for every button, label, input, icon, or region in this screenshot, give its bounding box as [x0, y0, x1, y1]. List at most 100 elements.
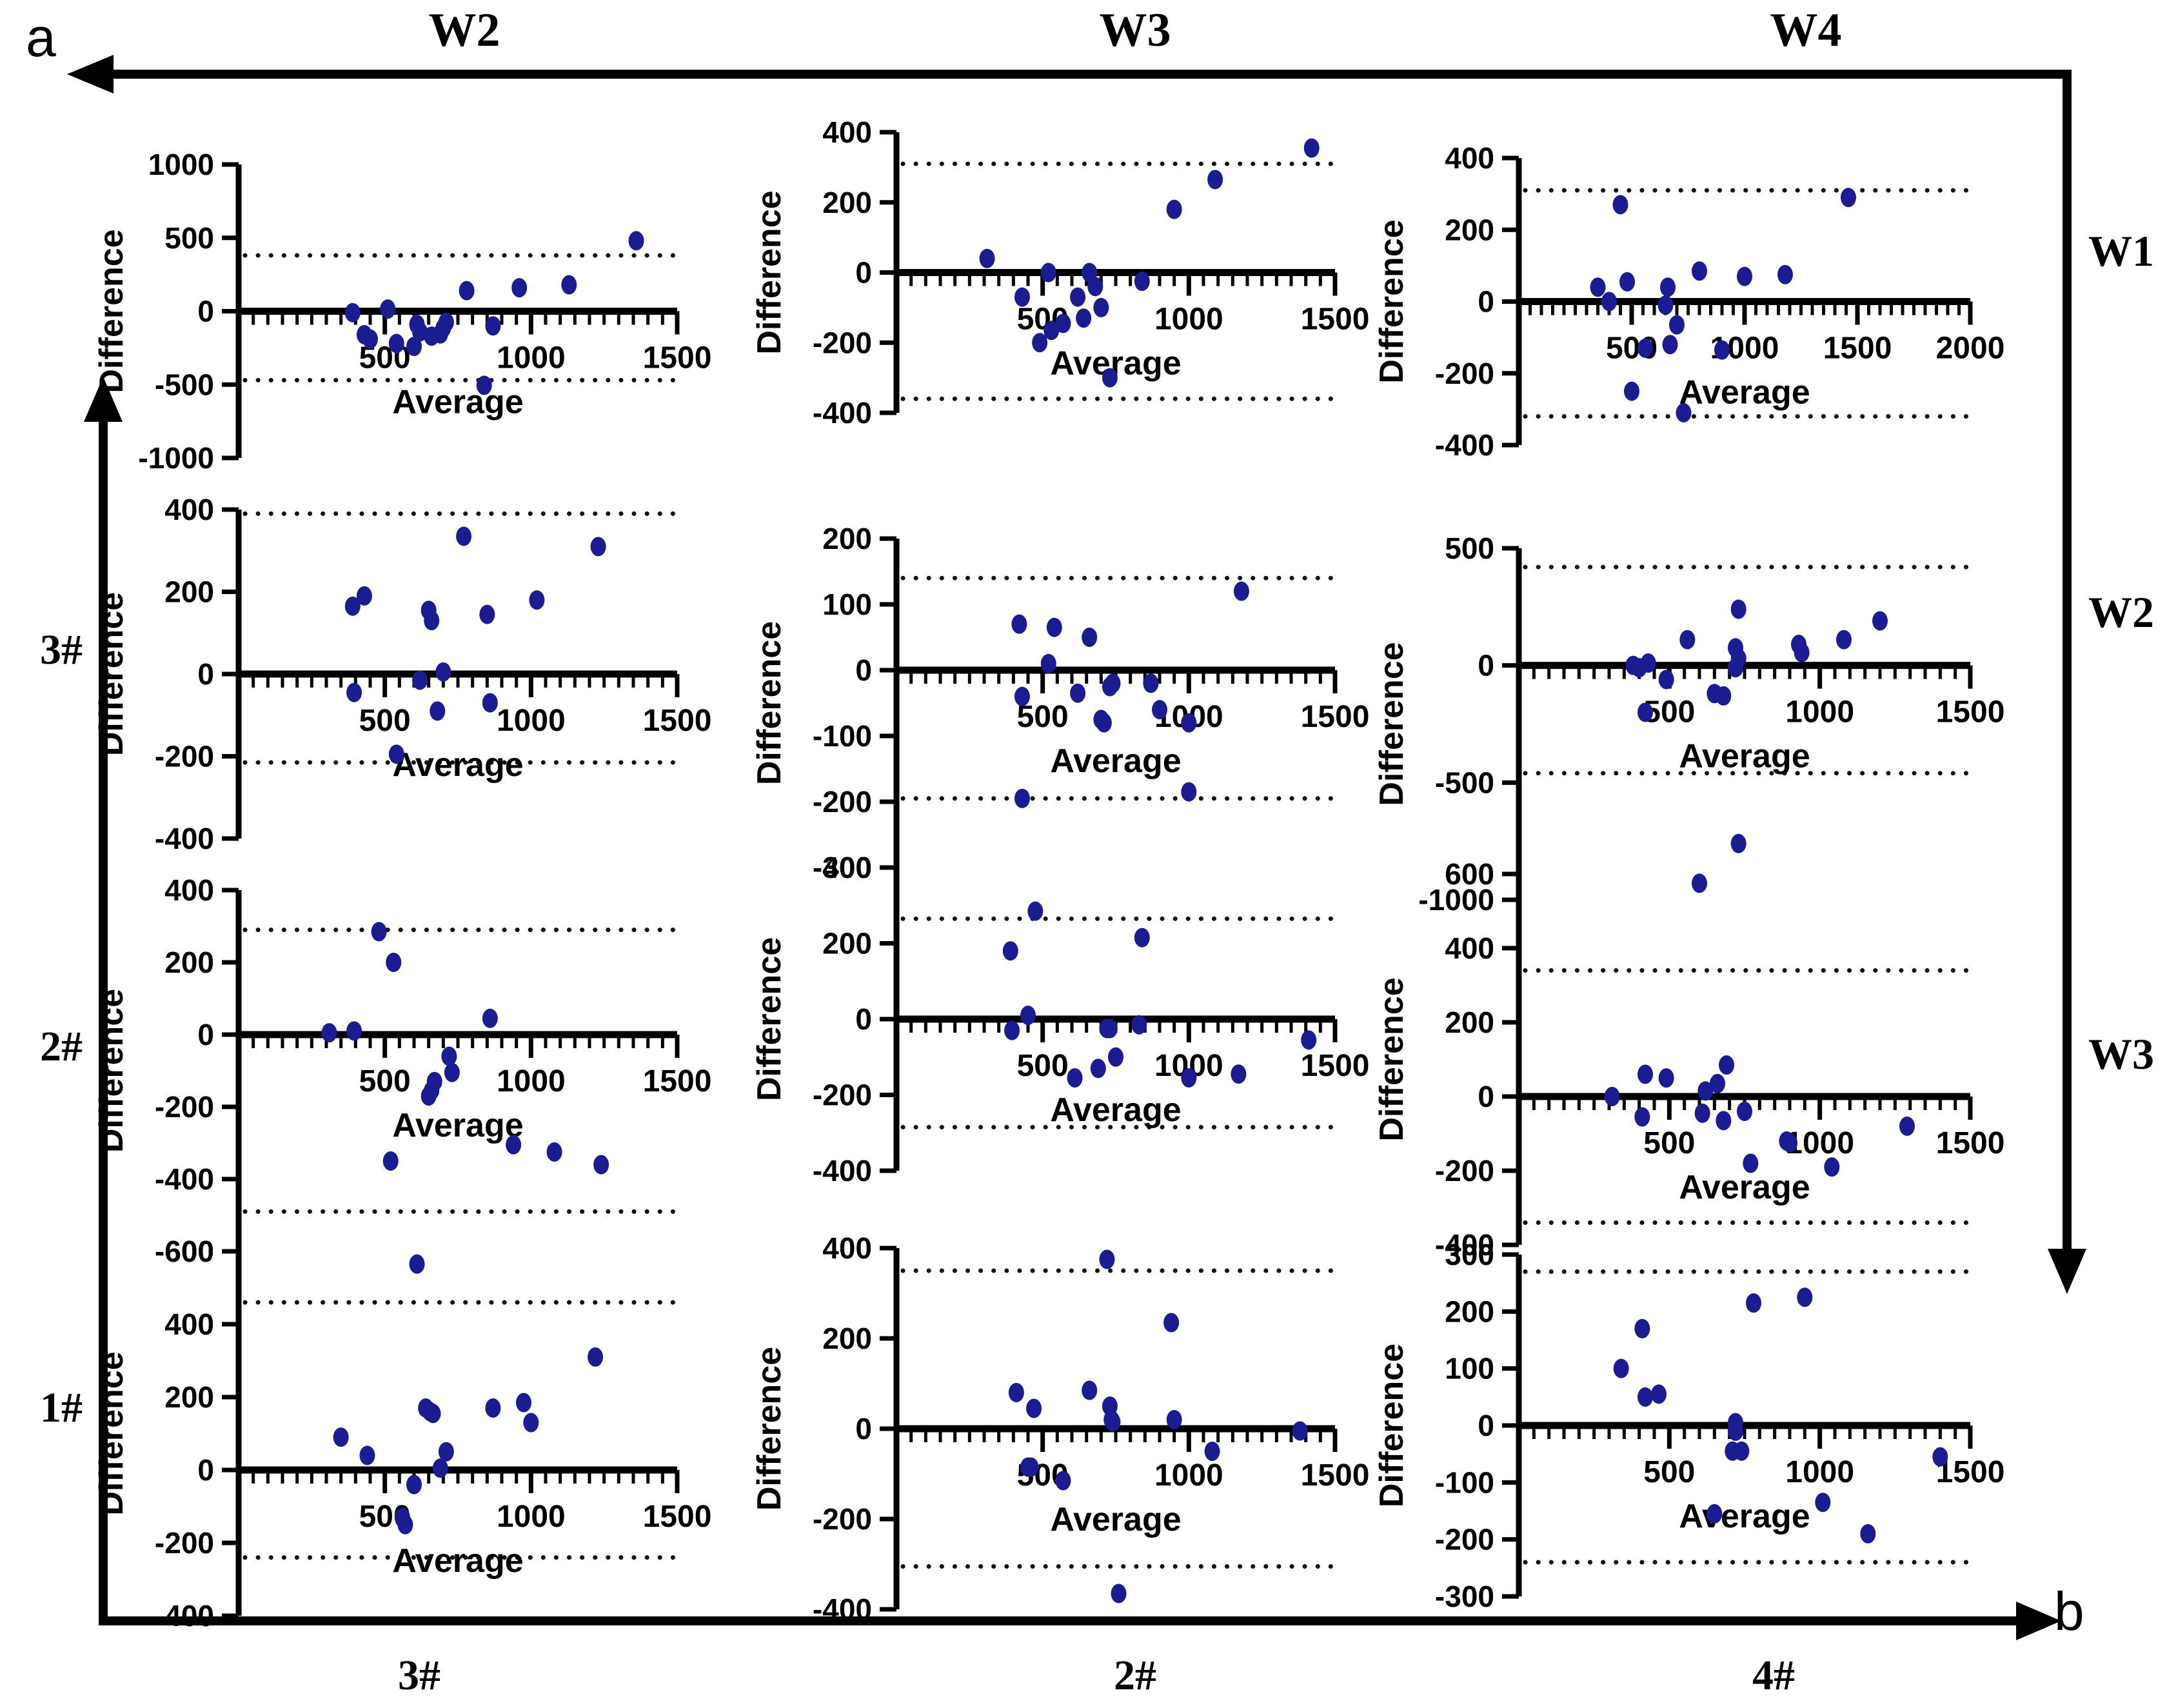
- svg-text:200: 200: [1445, 1295, 1494, 1328]
- y-axis-title: Difference: [751, 937, 788, 1101]
- svg-text:1000: 1000: [1154, 303, 1223, 337]
- svg-text:-500: -500: [155, 368, 214, 401]
- y-axis-title: Difference: [1373, 1344, 1410, 1507]
- row-label-1hash: 1#: [40, 1384, 83, 1431]
- x-axis-title: Average: [1679, 1498, 1810, 1535]
- svg-text:200: 200: [822, 522, 872, 555]
- svg-text:-200: -200: [813, 1502, 872, 1536]
- svg-text:-200: -200: [813, 326, 872, 359]
- svg-text:0: 0: [1478, 1080, 1494, 1113]
- svg-text:300: 300: [1445, 1238, 1494, 1271]
- x-axis-title: Average: [392, 746, 523, 784]
- y-ticks: -400 -200 0 200 400: [155, 493, 239, 855]
- svg-text:100: 100: [1445, 1352, 1494, 1385]
- svg-text:1000: 1000: [1154, 1458, 1223, 1493]
- svg-text:400: 400: [164, 1307, 214, 1341]
- limits-of-agreement: [242, 253, 680, 382]
- svg-text:400: 400: [1445, 141, 1494, 175]
- svg-text:200: 200: [164, 1380, 214, 1414]
- svg-text:400: 400: [822, 1231, 872, 1265]
- svg-text:200: 200: [164, 946, 214, 979]
- data-points: [1625, 599, 1888, 853]
- svg-text:600: 600: [1445, 857, 1494, 891]
- svg-text:500: 500: [359, 704, 411, 738]
- svg-text:-300: -300: [813, 851, 872, 884]
- svg-text:-200: -200: [1435, 1523, 1494, 1556]
- svg-text:-100: -100: [1435, 1465, 1494, 1499]
- svg-text:-200: -200: [813, 1078, 872, 1112]
- svg-text:1500: 1500: [1823, 332, 1892, 366]
- down-arrowhead-icon: [2048, 1249, 2086, 1294]
- x-axis-title: Average: [1050, 742, 1181, 780]
- bland-altman-plot-row3-col3: -400 -200 0 200 400 600 500 1000 1500 Average Diff…: [1364, 835, 2004, 1284]
- svg-text:-200: -200: [155, 1526, 214, 1560]
- svg-text:-600: -600: [155, 1235, 214, 1268]
- x-axis-title: Average: [1050, 1091, 1181, 1129]
- svg-text:1500: 1500: [1936, 1126, 2005, 1160]
- svg-text:500: 500: [1445, 531, 1494, 565]
- bland-altman-plot-row4-col1: -400 -200 0 200 400 600 500 1000 1500 Average Diff…: [84, 1213, 711, 1654]
- y-axis-title: Difference: [1373, 977, 1410, 1141]
- panel-label-a: a: [26, 7, 56, 68]
- svg-text:500: 500: [164, 221, 214, 255]
- svg-text:-200: -200: [155, 1090, 214, 1124]
- svg-text:1000: 1000: [497, 341, 566, 375]
- x-axis-title: Average: [392, 384, 523, 421]
- data-points: [333, 1254, 604, 1534]
- data-points: [321, 922, 609, 1175]
- svg-text:200: 200: [164, 575, 214, 609]
- y-axis-title: Difference: [93, 229, 130, 393]
- svg-text:1500: 1500: [1301, 1049, 1370, 1083]
- limits-of-agreement: [242, 928, 680, 1214]
- svg-text:600: 600: [164, 1235, 214, 1268]
- x-axis-title: Average: [1679, 738, 1810, 775]
- data-points: [1613, 1287, 1948, 1544]
- y-ticks: -300 -200 -100 0 100 200: [813, 522, 896, 884]
- svg-text:-200: -200: [813, 785, 872, 819]
- svg-text:-400: -400: [1435, 1228, 1494, 1262]
- y-axis-title: Difference: [751, 190, 788, 354]
- row-label-w1: W1: [2088, 226, 2154, 275]
- row-label-w3: W3: [2088, 1029, 2154, 1078]
- x-axis-title: Average: [1050, 1501, 1181, 1538]
- svg-text:-400: -400: [155, 822, 214, 855]
- y-axis-title: Difference: [1373, 642, 1410, 806]
- x-ticks: 500 1000 1500 2000: [1529, 301, 2004, 366]
- svg-text:1500: 1500: [643, 704, 712, 738]
- x-axis-title: Average: [392, 1542, 523, 1580]
- bottom-label-3hash: 3#: [398, 1652, 440, 1699]
- y-axis-title: Difference: [93, 592, 130, 756]
- bland-altman-plot-row3-col2: -400 -200 0 200 400 500 1000 1500 Average Differe…: [742, 829, 1369, 1209]
- svg-text:200: 200: [1445, 1006, 1494, 1039]
- svg-text:-500: -500: [1435, 766, 1494, 799]
- svg-text:0: 0: [855, 653, 872, 687]
- bland-altman-plot-row4-col2: -400 -200 0 200 400 500 1000 1500 Average Differe…: [742, 1209, 1369, 1648]
- svg-text:-300: -300: [1435, 1580, 1494, 1613]
- svg-text:-400: -400: [813, 1154, 872, 1187]
- limits-of-agreement: [1523, 564, 1973, 776]
- y-ticks: -600 -400 -200 0 200 400: [155, 873, 239, 1268]
- svg-text:500: 500: [1643, 1455, 1695, 1489]
- svg-text:-100: -100: [813, 719, 872, 753]
- y-axis-title: Difference: [751, 621, 788, 785]
- svg-text:1500: 1500: [1936, 695, 2005, 730]
- svg-text:-200: -200: [1435, 1154, 1494, 1187]
- svg-text:400: 400: [1445, 931, 1494, 965]
- svg-text:200: 200: [1445, 213, 1494, 246]
- bland-altman-plot-row1-col3: -400 -200 0 200 400 500 1000 1500 2000 Average Dif…: [1364, 119, 2004, 484]
- svg-text:1000: 1000: [1785, 695, 1854, 730]
- limits-of-agreement: [1523, 1269, 1973, 1565]
- svg-text:400: 400: [164, 493, 214, 526]
- y-ticks: -1000 -500 0 500: [1418, 531, 1519, 917]
- svg-text:0: 0: [1478, 285, 1494, 319]
- svg-text:400: 400: [822, 115, 872, 149]
- bland-altman-plot-row1-col1: -1000 -500 0 500 1000 500 1000 1500 Average Diffe…: [84, 126, 711, 497]
- svg-text:-400: -400: [813, 396, 872, 430]
- y-ticks: -400 -200 0 200 400: [1435, 141, 1519, 462]
- panel-label-b: b: [2054, 1581, 2084, 1642]
- y-ticks: -1000 -500 0 500 1000: [138, 148, 239, 475]
- svg-text:0: 0: [855, 256, 872, 290]
- svg-text:1500: 1500: [643, 1064, 712, 1098]
